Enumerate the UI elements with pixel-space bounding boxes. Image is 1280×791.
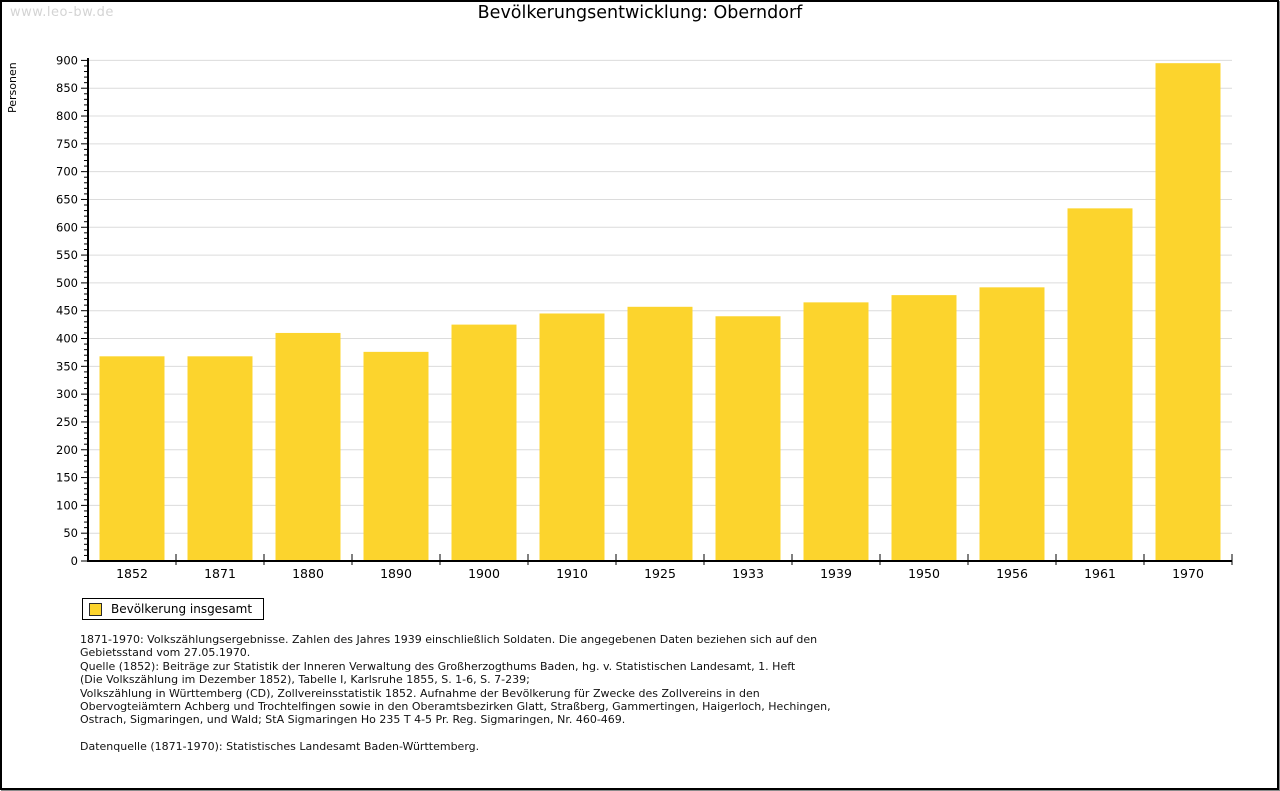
x-tick-label: 1933 [732, 566, 764, 581]
y-tick-label: 550 [56, 248, 78, 262]
legend-box: Bevölkerung insgesamt [82, 598, 265, 620]
y-tick-label: 500 [56, 276, 78, 290]
footnotes: 1871-1970: Volkszählungsergebnisse. Zahl… [80, 633, 831, 754]
y-tick-label: 900 [56, 53, 78, 67]
bar-1970 [1155, 63, 1221, 561]
y-tick-label: 600 [56, 220, 78, 234]
bar-1852 [99, 356, 165, 561]
y-tick-label: 800 [56, 109, 78, 123]
x-tick-label: 1961 [1084, 566, 1116, 581]
bar-1910 [539, 313, 605, 561]
x-tick-label: 1871 [204, 566, 236, 581]
footnote-line: 1871-1970: Volkszählungsergebnisse. Zahl… [80, 633, 818, 646]
y-axis-title: Personen [6, 62, 19, 113]
y-tick-label: 400 [56, 332, 78, 346]
bar-1950 [891, 295, 957, 561]
footnote-line: Obervogteiämtern Achberg und Trochtelfin… [80, 700, 831, 714]
x-tick-label: 1852 [116, 566, 148, 581]
y-tick-label: 700 [56, 165, 78, 179]
y-tick-label: 150 [56, 471, 78, 485]
footnote-line: (Die Volkszählung im Dezember 1852), Tab… [80, 673, 530, 687]
x-tick-label: 1910 [556, 566, 588, 581]
bar-1939 [803, 302, 869, 561]
bar-1890 [363, 351, 429, 561]
y-tick-label: 650 [56, 192, 78, 206]
y-tick-label: 450 [56, 304, 78, 318]
y-tick-label: 300 [56, 387, 78, 401]
y-tick-label: 100 [56, 498, 78, 512]
footnote-line: Ostrach, Sigmaringen, und Wald; StA Sigm… [80, 713, 626, 727]
footnote-line: Quelle (1852): Beiträge zur Statistik de… [80, 659, 796, 673]
bar-1925 [627, 306, 693, 561]
y-tick-label: 850 [56, 81, 78, 95]
y-tick-label: 50 [63, 526, 78, 540]
bar-1900 [451, 324, 517, 561]
x-tick-label: 1925 [644, 566, 676, 581]
bar-1956 [979, 287, 1045, 561]
bar-1871 [187, 356, 253, 561]
x-tick-label: 1956 [996, 566, 1028, 581]
x-tick-label: 1880 [292, 566, 324, 581]
footnote-line: Datenquelle (1871-1970): Statistisches L… [80, 740, 480, 754]
footnote-line [80, 727, 831, 740]
x-tick-label: 1890 [380, 566, 412, 581]
y-tick-label: 350 [56, 359, 78, 373]
bar-1880 [275, 332, 341, 561]
y-tick-label: 0 [71, 554, 78, 568]
y-tick-label: 750 [56, 137, 78, 151]
bar-1961 [1067, 208, 1133, 562]
x-tick-label: 1950 [908, 566, 940, 581]
population-bar-chart: 0 50 100 150 200 250 300 350 400 450 500 550 600 650 7… [6, 53, 1233, 581]
page-title: Bevölkerungsentwicklung: Oberndorf [477, 3, 803, 23]
watermark: www.leo-bw.de [10, 5, 114, 20]
x-tick-label: 1970 [1172, 566, 1204, 581]
legend-label: Bevölkerung insgesamt [111, 602, 253, 616]
y-tick-label: 250 [56, 415, 78, 429]
bar-1933 [715, 316, 781, 561]
footnote-line: Volkszählung in Württemberg (CD), Zollve… [80, 686, 760, 700]
legend-swatch-icon [89, 602, 102, 616]
footnote-line: Gebietsstand vom 27.05.1970. [80, 646, 251, 660]
x-tick-label: 1900 [468, 566, 500, 581]
x-tick-label: 1939 [820, 566, 852, 581]
y-tick-label: 200 [56, 443, 78, 457]
